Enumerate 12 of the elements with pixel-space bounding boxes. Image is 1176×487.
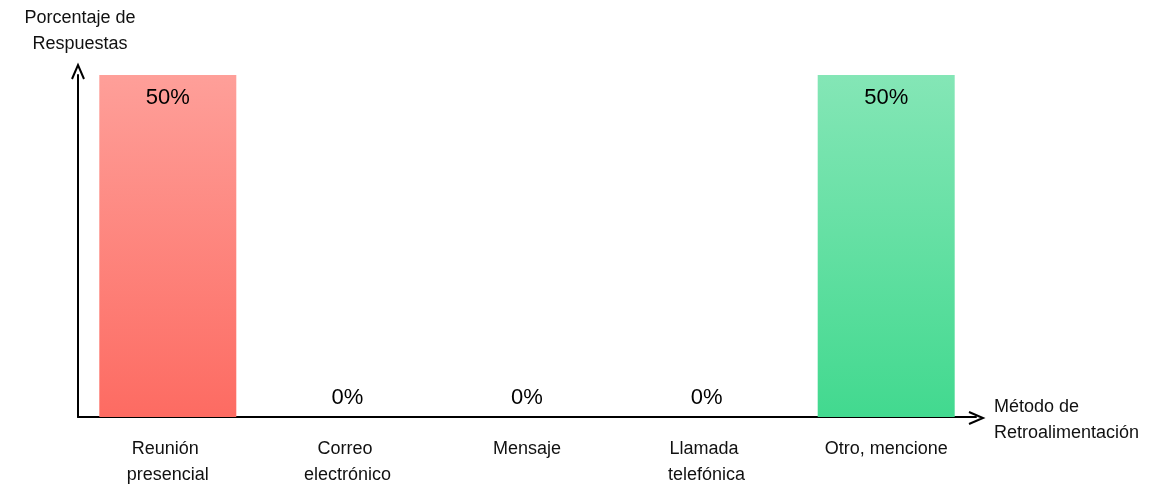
data-label: 0% <box>690 383 723 409</box>
y-axis-title: Porcentaje de Respuestas <box>23 6 137 55</box>
x-tick-label: Reunión presencial <box>126 438 209 484</box>
data-label: 0% <box>511 383 543 409</box>
x-tick-label: Otro, mencione <box>824 438 948 458</box>
data-label: 50% <box>145 83 190 109</box>
x-tick-label: Correo electrónico <box>303 438 391 484</box>
x-tick-label: Llamada telefónica <box>668 438 747 484</box>
x-tick-label: Mensaje <box>492 438 562 458</box>
data-label: 50% <box>864 83 909 109</box>
x-axis-title: Método de Retroalimentación <box>994 395 1141 444</box>
data-label: 0% <box>331 383 364 409</box>
